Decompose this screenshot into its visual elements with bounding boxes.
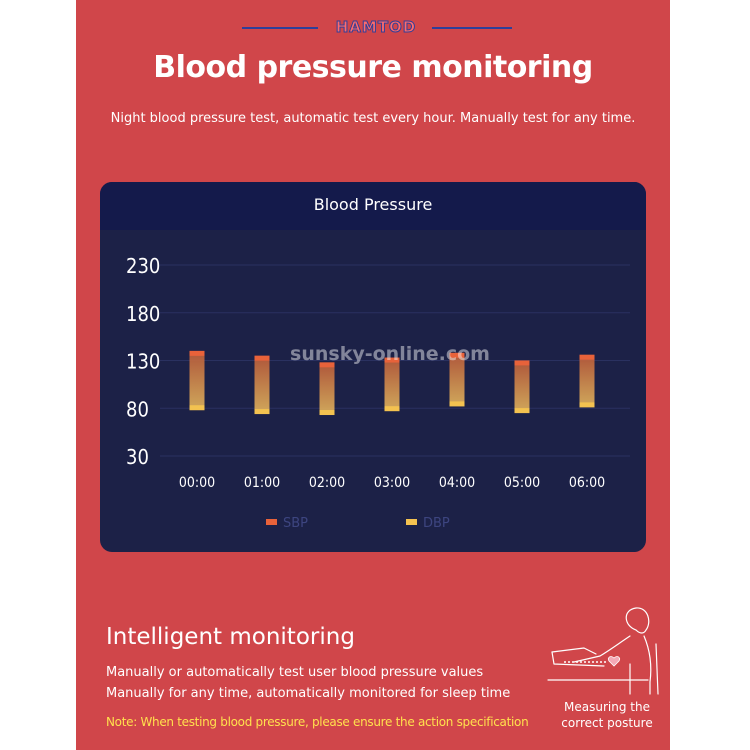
posture-illustration-icon (547, 607, 659, 695)
y-tick-label: 130 (126, 350, 160, 374)
page-subtitle: Night blood pressure test, automatic tes… (110, 111, 636, 126)
footer-description-1: Manually or automatically test user bloo… (106, 665, 484, 680)
y-tick-label: 30 (126, 445, 149, 469)
dbp-marker (189, 405, 205, 411)
brand-line-left (242, 27, 318, 29)
bp-range-bar (449, 354, 465, 405)
sbp-marker (514, 360, 530, 366)
footer-description-2: Manually for any time, automatically mon… (106, 686, 511, 701)
x-tick-label: 00:00 (179, 475, 215, 491)
blood-pressure-card: Blood Pressure 230 180 130 80 30 00:00 01:00 0… (100, 182, 646, 552)
dbp-marker (514, 408, 530, 414)
bp-range-bar (319, 364, 335, 414)
bp-range-bar (384, 359, 400, 410)
legend-swatch (406, 519, 417, 525)
dbp-marker (319, 410, 335, 416)
page-title: Blood pressure monitoring (153, 50, 593, 85)
dbp-marker (449, 401, 465, 407)
bp-range-bar (254, 357, 270, 413)
card-header: Blood Pressure (100, 182, 646, 230)
x-axis-ticks: 00:00 01:00 02:00 03:00 04:00 05:00 06:00 (179, 475, 605, 491)
x-tick-label: 03:00 (374, 475, 410, 491)
chart-legend: SBP DBP (266, 516, 450, 531)
sbp-marker (254, 355, 270, 361)
bars (189, 350, 595, 416)
sbp-marker (319, 362, 335, 368)
x-tick-label: 06:00 (569, 475, 605, 491)
y-tick-label: 80 (126, 397, 149, 421)
legend-label: DBP (423, 516, 450, 531)
sbp-marker (189, 350, 205, 356)
x-tick-label: 02:00 (309, 475, 345, 491)
posture-caption-line-1: Measuring the (564, 700, 650, 714)
bp-range-bar (514, 362, 530, 412)
x-tick-label: 04:00 (439, 475, 475, 491)
sbp-marker (449, 352, 465, 358)
brand-line-right (432, 27, 512, 29)
footer-title: Intelligent monitoring (106, 624, 355, 650)
card-title: Blood Pressure (313, 195, 433, 214)
posture-caption-line-2: correct posture (561, 716, 653, 730)
dbp-marker (579, 402, 595, 408)
sbp-marker (579, 354, 595, 360)
dbp-marker (254, 409, 270, 415)
brand-logo: HAMTOD (335, 18, 417, 37)
bp-range-bar (189, 352, 205, 409)
promo-panel: HAMTOD Blood pressure monitoring Night b… (76, 0, 670, 750)
x-tick-label: 05:00 (504, 475, 540, 491)
legend-swatch (266, 519, 277, 525)
y-tick-label: 230 (126, 254, 160, 278)
watermark-text: sunsky-online.com (290, 343, 490, 365)
y-tick-label: 180 (126, 302, 160, 326)
x-tick-label: 01:00 (244, 475, 280, 491)
footer-note: Note: When testing blood pressure, pleas… (106, 715, 529, 729)
y-axis-ticks: 230 180 130 80 30 (126, 254, 160, 469)
sbp-marker (384, 357, 400, 363)
bp-range-bar (579, 356, 595, 406)
legend-label: SBP (283, 516, 308, 531)
dbp-marker (384, 406, 400, 412)
